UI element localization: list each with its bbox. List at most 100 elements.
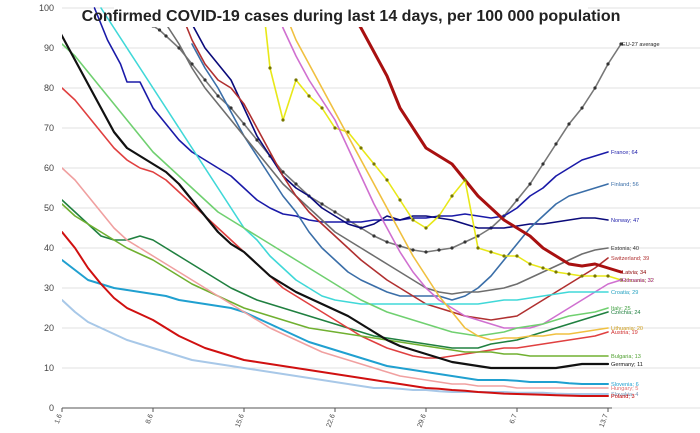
series-line-estonia-4 xyxy=(152,7,609,295)
data-point-eu-27-average xyxy=(463,240,467,244)
series-line-slovenia-16 xyxy=(62,259,609,385)
series-label-croatia: Croatia; 29 xyxy=(611,290,638,296)
series-label-romania: Romania; 32 xyxy=(622,278,654,284)
series-label-lithuania: Lithuania; 32 xyxy=(622,278,654,284)
data-point-lithuania xyxy=(372,162,376,166)
data-point-eu-27-average xyxy=(580,106,584,110)
series-line-poland-19 xyxy=(62,231,609,397)
series-line-bulgaria-14 xyxy=(62,203,609,357)
series-label-hungary: Hungary; 5 xyxy=(611,386,638,392)
x-tick-label: 6.7 xyxy=(509,413,519,425)
series-lines xyxy=(62,6,623,397)
data-point-eu-27-average xyxy=(476,234,480,238)
series-line-switzerland-5 xyxy=(178,7,609,321)
chart-title: Confirmed COVID-19 cases during last 14 … xyxy=(82,8,621,25)
data-point-lithuania xyxy=(359,146,363,150)
data-point-lithuania xyxy=(385,178,389,182)
data-point-lithuania xyxy=(606,274,610,278)
data-point-eu-27-average xyxy=(229,106,233,110)
data-point-eu-27-average xyxy=(372,234,376,238)
y-tick-label: 50 xyxy=(44,203,54,213)
series-labels: EU-27 average France; 64 Norway; 47 Finland… xyxy=(611,42,660,400)
data-point-eu-27-average xyxy=(593,86,597,90)
data-point-lithuania xyxy=(515,254,519,258)
data-point-eu-27-average xyxy=(437,248,441,252)
data-point-eu-27-average xyxy=(411,248,415,252)
data-point-eu-27-average xyxy=(281,170,285,174)
series-label-germany: Germany; 11 xyxy=(611,362,643,368)
data-point-lithuania xyxy=(476,246,480,250)
data-point-eu-27-average xyxy=(190,62,194,66)
y-tick-label: 20 xyxy=(44,323,54,333)
data-point-lithuania xyxy=(411,218,415,222)
data-point-lithuania xyxy=(268,66,272,70)
y-tick-label: 70 xyxy=(44,123,54,133)
series-label-bulgaria: Bulgaria; 13 xyxy=(611,354,641,360)
data-point-eu-27-average xyxy=(242,122,246,126)
series-label-slovakia: Slovakia; 4 xyxy=(611,392,638,398)
series-label-finland: Finland; 56 xyxy=(611,182,639,188)
series-line-latvia-6 xyxy=(346,6,623,274)
series-label-italy: Italy; 25 xyxy=(611,306,631,312)
data-point-eu-27-average xyxy=(619,42,623,46)
data-point-eu-27-average xyxy=(203,78,207,82)
data-point-eu-27-average xyxy=(216,94,220,98)
y-tick-label: 60 xyxy=(44,163,54,173)
series-label-czechia: Czechia; 24 xyxy=(611,310,641,316)
data-point-lithuania xyxy=(580,274,584,278)
series-label-eu-27-average: EU-27 average xyxy=(622,42,660,48)
series-line-italy-10 xyxy=(62,43,609,337)
data-point-eu-27-average xyxy=(515,198,519,202)
data-point-eu-27-average xyxy=(541,162,545,166)
series-line-croatia-9 xyxy=(100,7,609,305)
series-label-france: France; 64 xyxy=(611,150,638,156)
data-point-eu-27-average xyxy=(320,202,324,206)
data-point-lithuania xyxy=(294,78,298,82)
series-line-germany-15 xyxy=(62,33,610,370)
series-line-finland-3 xyxy=(191,43,609,301)
data-point-eu-27-average xyxy=(385,240,389,244)
data-point-lithuania xyxy=(541,266,545,270)
x-tick-label: 22.6 xyxy=(326,413,337,428)
x-tick-label: 1.6 xyxy=(54,413,64,425)
data-point-eu-27-average xyxy=(157,28,162,32)
data-point-eu-27-average xyxy=(554,142,558,146)
x-tick-label: 13.7 xyxy=(599,413,610,428)
series-label-norway: Norway; 47 xyxy=(611,218,639,224)
series-label-latvia: Latvia; 34 xyxy=(622,270,646,276)
series-line-lithuania-12 xyxy=(282,7,609,341)
data-point-eu-27-average xyxy=(450,246,454,250)
y-tick-label: 100 xyxy=(39,3,54,13)
data-point-lithuania xyxy=(463,178,467,182)
data-point-lithuania xyxy=(567,272,571,276)
data-point-eu-27-average xyxy=(528,182,532,186)
data-point-eu-27-average xyxy=(164,34,168,38)
data-point-lithuania xyxy=(307,94,311,98)
data-point-lithuania xyxy=(450,194,454,198)
title-background xyxy=(114,3,588,27)
series-line-slovakia-18 xyxy=(62,299,609,395)
y-tick-label: 30 xyxy=(44,283,54,293)
y-tick-label: 90 xyxy=(44,43,54,53)
series-label-poland: Poland; 3 xyxy=(611,394,635,400)
data-point-lithuania xyxy=(320,106,324,110)
series-label-estonia: Estonia; 40 xyxy=(611,246,639,252)
data-point-eu-27-average xyxy=(294,182,298,186)
data-point-lithuania xyxy=(437,214,441,218)
y-tick-label: 40 xyxy=(44,243,54,253)
series-line-france-1 xyxy=(93,7,609,223)
data-point-eu-27-average xyxy=(333,210,337,214)
data-point-eu-27-average xyxy=(255,138,259,142)
data-point-lithuania xyxy=(398,198,402,202)
data-point-lithuania xyxy=(346,130,350,134)
series-line-hungary-17 xyxy=(62,167,609,389)
series-label-lithuania: Lithuania; 20 xyxy=(611,326,643,332)
data-point-lithuania xyxy=(281,118,285,122)
data-point-eu-27-average xyxy=(424,250,428,254)
data-point-eu-27-average xyxy=(398,244,402,248)
x-tick-label: 29.6 xyxy=(417,413,428,428)
series-line-austria-13 xyxy=(62,87,609,359)
series-label-austria: Austria; 19 xyxy=(611,330,638,336)
data-point-lithuania xyxy=(554,270,558,274)
data-point-lithuania xyxy=(502,254,506,258)
